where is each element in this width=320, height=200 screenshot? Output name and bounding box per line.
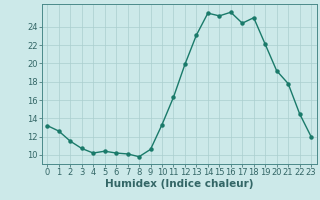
X-axis label: Humidex (Indice chaleur): Humidex (Indice chaleur) bbox=[105, 179, 253, 189]
